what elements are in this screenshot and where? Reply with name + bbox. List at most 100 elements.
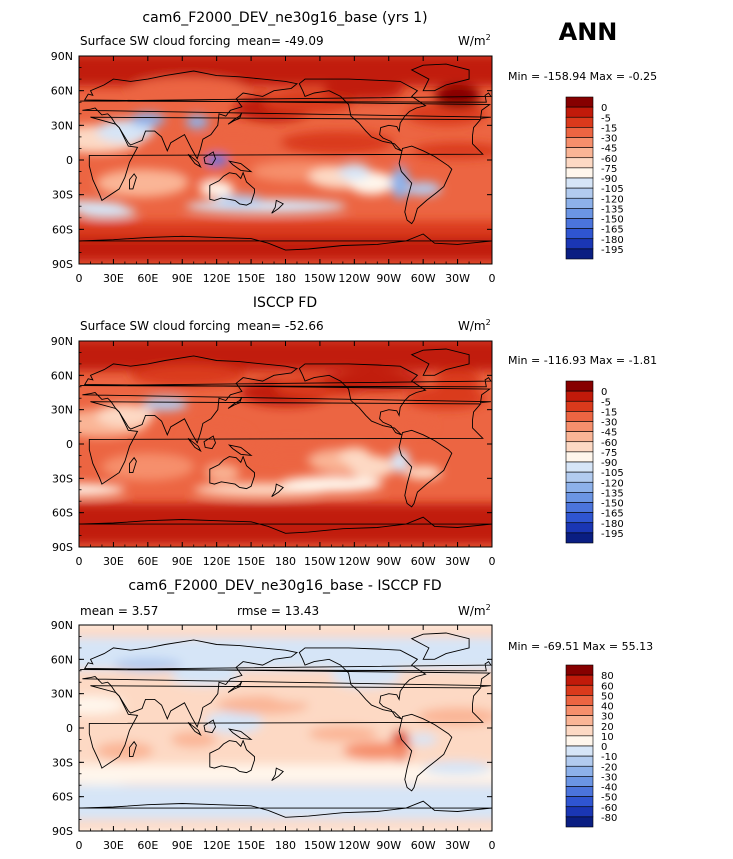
field-blob <box>182 424 252 453</box>
panel-title: ISCCP FD <box>253 295 317 311</box>
colorbar-box <box>565 167 594 179</box>
field-layer <box>79 625 492 831</box>
map-area: 0 30E 60E 90E 120E 150E 180 150W 120W 90W 60W 30W 09… <box>51 50 624 285</box>
x-tick-label: 150E <box>237 839 265 852</box>
colorbar-label: 30 <box>601 712 614 723</box>
colorbar-box <box>565 674 594 686</box>
colorbar-label: 40 <box>601 702 614 713</box>
colorbar-box <box>565 421 594 432</box>
colorbar-label: -180 <box>601 519 624 530</box>
field-blob <box>79 773 137 786</box>
colorbar-box <box>565 745 594 757</box>
colorbar-label: -75 <box>601 448 617 459</box>
panel-units: W/m2 <box>458 33 491 48</box>
coastline <box>79 233 492 251</box>
x-tick-label: 0 <box>489 839 496 852</box>
x-tick-label: 60W <box>411 272 436 285</box>
coastline <box>209 171 255 206</box>
colorbar-box <box>565 522 594 534</box>
x-tick-label: 90W <box>376 555 401 568</box>
field-blob <box>417 707 492 726</box>
colorbar-box <box>565 238 594 250</box>
panel-min-max: Min = -116.93 Max = -1.81 <box>508 354 657 367</box>
x-tick-label: 90W <box>376 839 401 852</box>
x-tick-label: 30W <box>445 272 470 285</box>
coastline <box>398 145 453 225</box>
colorbar-label: -135 <box>601 488 624 499</box>
coastline <box>398 713 453 792</box>
coastline <box>88 116 484 202</box>
colorbar-box <box>565 664 594 676</box>
y-tick-label: 30N <box>51 688 73 701</box>
panel-diff: cam6_F2000_DEV_ne30g16_base - ISCCP FD m… <box>51 578 653 852</box>
panel-min-max: Min = -69.51 Max = 55.13 <box>508 640 653 653</box>
colorbar-label: -195 <box>601 245 624 256</box>
colorbar-box <box>565 461 594 473</box>
field-blob <box>323 81 404 100</box>
y-tick-label: 30N <box>51 119 73 132</box>
colorbar-label: -165 <box>601 225 624 236</box>
colorbar-box <box>565 816 594 828</box>
colorbar-label: -50 <box>601 793 617 804</box>
colorbar-label: 0 <box>601 742 607 753</box>
panel-mean: mean= -49.09 <box>237 34 324 48</box>
field-blob <box>216 194 263 207</box>
colorbar-box <box>565 705 594 716</box>
y-tick-label: 0 <box>66 722 73 735</box>
colorbar-label: -40 <box>601 783 617 794</box>
colorbar-box <box>565 481 594 493</box>
x-tick-label: 0 <box>76 839 83 852</box>
coastline <box>129 456 137 474</box>
colorbar-label: 0 <box>601 387 607 398</box>
field-blob <box>170 731 217 748</box>
x-tick-label: 180 <box>275 839 296 852</box>
colorbar-box <box>565 106 594 118</box>
colorbar-label: -45 <box>601 428 617 439</box>
coastline <box>227 160 253 173</box>
x-tick-label: 150E <box>237 555 265 568</box>
coastline <box>227 680 243 693</box>
colorbar-box <box>565 248 594 260</box>
x-tick-label: 150E <box>237 272 265 285</box>
colorbar: 0-5-15-30-45-60-75-90-105-120-135-150-16… <box>565 96 624 260</box>
colorbar-box <box>565 187 594 199</box>
coastline <box>187 437 202 453</box>
colorbar-label: -60 <box>601 803 617 814</box>
colorbar-label: -150 <box>601 499 624 510</box>
colorbar-label: -80 <box>601 813 617 824</box>
x-tick-label: 30W <box>445 839 470 852</box>
field-band <box>79 785 492 820</box>
field-blob <box>245 440 338 459</box>
x-tick-label: 120W <box>338 272 370 285</box>
field-blob <box>391 166 410 200</box>
field-blob <box>404 465 442 480</box>
field-blob <box>96 403 154 427</box>
field-blob <box>391 449 410 473</box>
coastline <box>227 112 243 125</box>
field-band <box>79 764 492 783</box>
y-tick-label: 30S <box>52 756 73 769</box>
colorbar-box <box>565 137 594 148</box>
coastline <box>410 63 470 92</box>
colorbar-label: -5 <box>601 113 611 124</box>
colorbar-label: -90 <box>601 174 617 185</box>
field-blob <box>205 154 229 166</box>
x-tick-label: 90E <box>172 555 193 568</box>
panel-units: W/m2 <box>458 603 491 618</box>
coastline <box>203 151 216 166</box>
x-tick-label: 0 <box>76 272 83 285</box>
field-blob <box>331 665 401 688</box>
y-tick-label: 90N <box>51 335 73 348</box>
field-band <box>79 503 492 522</box>
coastline <box>271 483 284 497</box>
colorbar-label: -120 <box>601 478 624 489</box>
panel-units: W/m2 <box>458 318 491 333</box>
coastline <box>410 348 470 376</box>
colorbar-box <box>565 127 594 138</box>
field-band <box>79 221 492 238</box>
panel-rmse: rmse = 13.43 <box>237 604 319 618</box>
field-blob <box>404 181 442 196</box>
colorbar-box <box>565 380 594 392</box>
colorbar-label: -5 <box>601 397 611 408</box>
colorbar-box <box>565 390 594 402</box>
